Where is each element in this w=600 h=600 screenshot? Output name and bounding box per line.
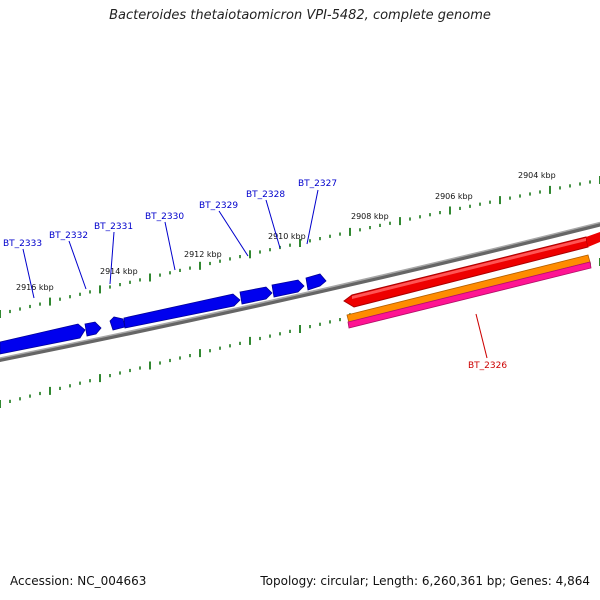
gene-label-BT_2333[interactable]: BT_2333 (3, 239, 42, 249)
leader-BT_2328 (265, 199, 281, 249)
gene-BT_2326-group (343, 232, 600, 329)
gene-label-BT_2327[interactable]: BT_2327 (298, 179, 337, 189)
scale-label-2908: 2908 kbp (351, 212, 389, 221)
gene-BT_2331[interactable] (109, 316, 126, 331)
scale-label-2910: 2910 kbp (268, 232, 306, 241)
leader-BT_2326 (475, 313, 488, 359)
scale-label-2904: 2904 kbp (518, 171, 556, 180)
leader-BT_2331 (109, 231, 115, 285)
gene-label-BT_2329[interactable]: BT_2329 (199, 201, 238, 211)
gene-BT_2328[interactable] (271, 279, 305, 298)
scale-labels: 2904 kbp 2906 kbp 2908 kbp 2910 kbp 2912… (16, 171, 556, 292)
gene-label-BT_2328[interactable]: BT_2328 (246, 190, 285, 200)
scale-label-2906: 2906 kbp (435, 192, 473, 201)
gene-BT_2326-highlight (352, 238, 586, 299)
leader-BT_2333 (22, 248, 35, 299)
gene-label-BT_2326[interactable]: BT_2326 (468, 361, 507, 371)
gene-label-BT_2330[interactable]: BT_2330 (145, 212, 184, 222)
genome-backbone (0, 222, 600, 363)
gene-BT_2329[interactable] (239, 286, 273, 305)
gene-BT_2327[interactable] (305, 273, 327, 291)
scale-label-2914: 2914 kbp (100, 267, 138, 276)
gene-label-BT_2332[interactable]: BT_2332 (49, 231, 88, 241)
gene-BT_2333[interactable] (0, 323, 86, 355)
map-title: Bacteroides thetaiotaomicron VPI-5482, c… (109, 8, 491, 23)
genome-backbone-highlight (0, 221, 600, 359)
reverse-genes (0, 273, 327, 355)
gene-leader-lines (22, 189, 488, 359)
gene-BT_2332[interactable] (84, 321, 102, 337)
leader-BT_2330 (164, 221, 176, 271)
gene-labels: BT_2326 BT_2327 BT_2328 BT_2329 BT_2330 … (3, 179, 507, 371)
gene-BT_2326-next-segment[interactable] (586, 232, 600, 247)
leader-BT_2327 (306, 189, 319, 245)
rna-band (347, 261, 592, 329)
gene-BT_2330[interactable] (123, 293, 241, 329)
scale-label-2912: 2912 kbp (184, 250, 222, 259)
scale-ring-outer (0, 176, 600, 318)
leader-BT_2332 (68, 240, 87, 290)
genome-info-label: Topology: circular; Length: 6,260,361 bp… (260, 574, 590, 588)
gene-label-BT_2331[interactable]: BT_2331 (94, 222, 133, 232)
leader-BT_2329 (218, 210, 249, 257)
accession-label: Accession: NC_004663 (10, 574, 147, 588)
scale-label-2916: 2916 kbp (16, 283, 54, 292)
